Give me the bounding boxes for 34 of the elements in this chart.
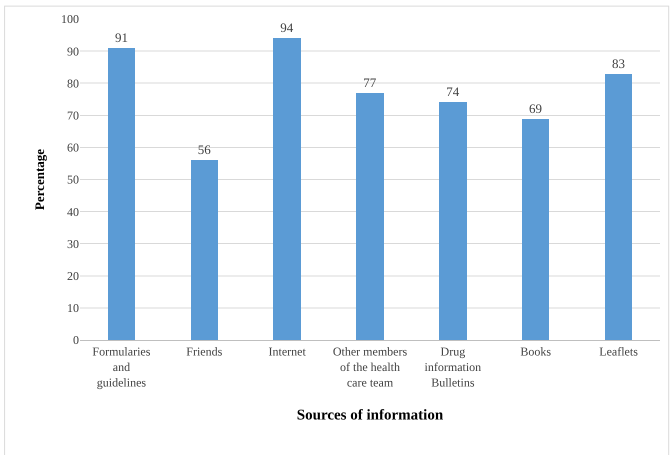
bar: [605, 74, 632, 340]
y-tick-label: 40: [67, 204, 79, 219]
bar: [356, 93, 384, 340]
x-tick-label: Formularies and guidelines: [92, 344, 151, 390]
data-label: 83: [612, 56, 625, 71]
data-label: 69: [529, 101, 542, 116]
x-tick-label: Leaflets: [599, 344, 638, 358]
y-tick-label: 50: [67, 172, 79, 187]
y-tick-label: 60: [67, 140, 79, 155]
x-tick-label: Internet: [268, 344, 306, 358]
bar: [108, 48, 135, 340]
x-axis-title: Sources of information: [296, 408, 444, 424]
y-axis-title: Percentage: [32, 148, 47, 210]
y-tick-label: 0: [73, 333, 79, 348]
y-tick-label: 20: [67, 269, 79, 283]
y-tick-label: 70: [67, 108, 79, 122]
data-label: 74: [446, 84, 460, 99]
y-tick-label: 90: [67, 44, 79, 58]
y-tick-label: 100: [61, 12, 79, 26]
x-tick-label: Other members of the health care team: [332, 344, 408, 390]
x-tick-label: Friends: [186, 344, 223, 358]
bar: [273, 38, 301, 340]
x-tick-label: Drug information Bulletins: [424, 344, 482, 390]
y-tick-label: 30: [67, 236, 79, 251]
bar: [522, 119, 549, 340]
bar: [439, 102, 467, 340]
x-tick-label: Books: [520, 344, 552, 358]
data-label: 77: [363, 75, 377, 90]
bar: [191, 160, 218, 340]
data-label: 94: [280, 20, 294, 35]
y-tick-label: 10: [67, 301, 79, 316]
y-tick-label: 80: [67, 76, 79, 90]
data-label: 91: [115, 30, 128, 45]
data-label: 56: [198, 142, 212, 157]
